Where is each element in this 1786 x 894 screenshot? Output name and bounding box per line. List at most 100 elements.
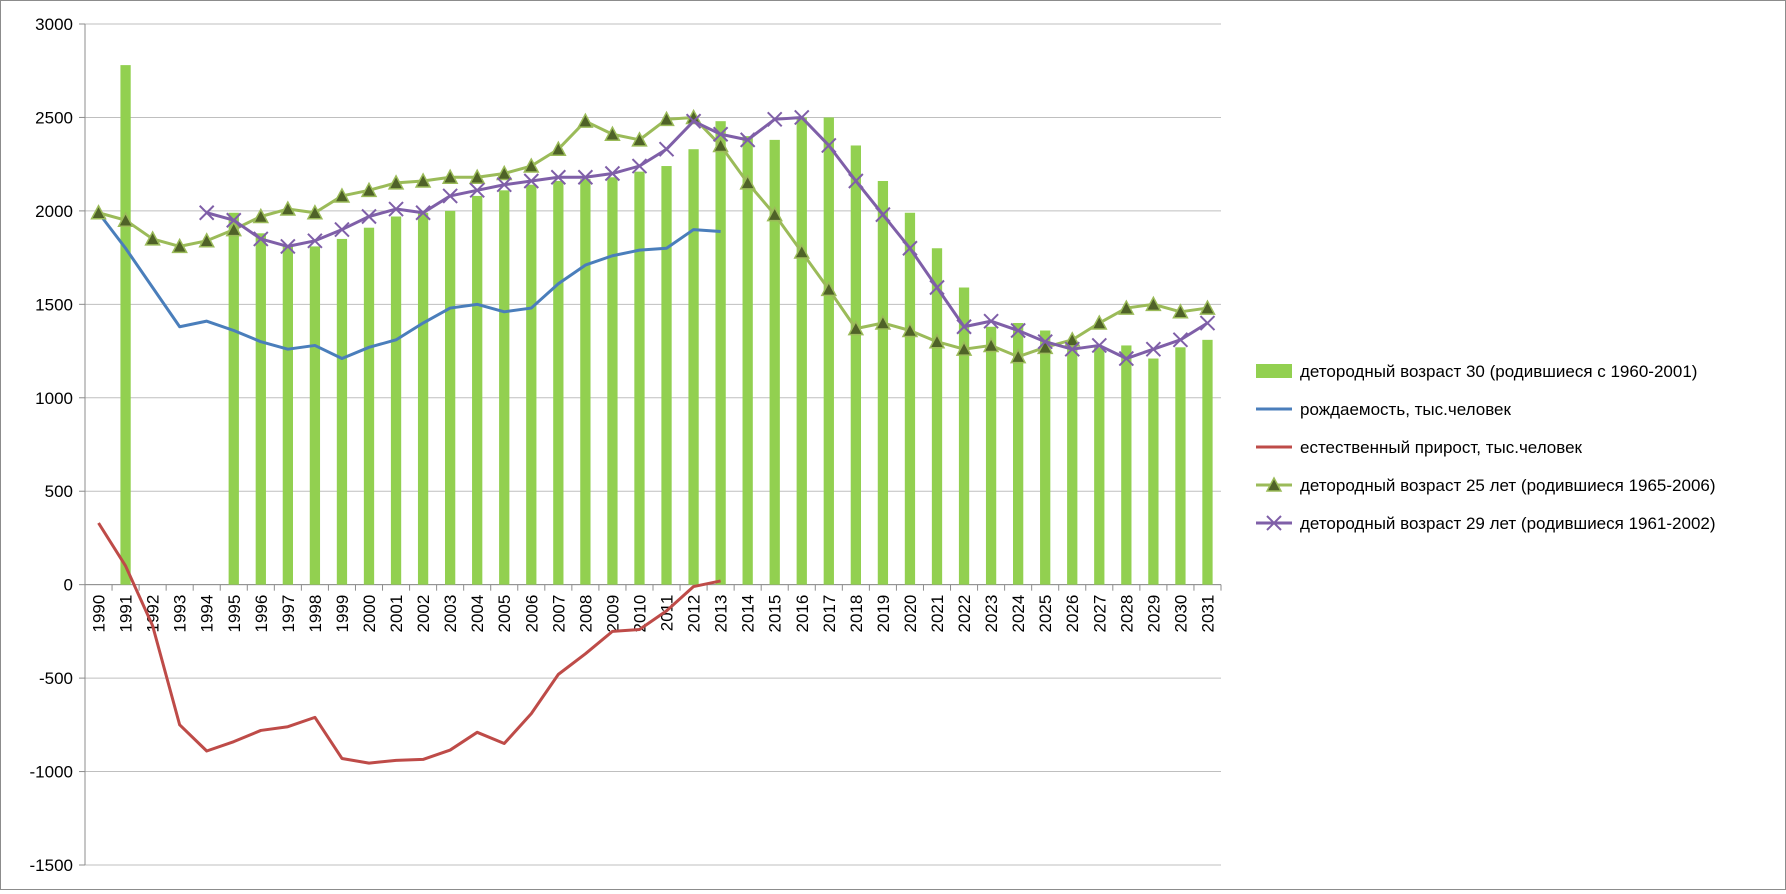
x-tick-label: 2009 bbox=[603, 595, 622, 633]
line-detorodny-29 bbox=[206, 115, 1209, 361]
x-tick-label: 2016 bbox=[793, 595, 812, 633]
bar-detorodny-30 bbox=[742, 136, 753, 585]
bar-detorodny-30 bbox=[120, 65, 131, 585]
marker-x bbox=[226, 212, 242, 228]
y-tick-label: 500 bbox=[45, 482, 73, 501]
x-tick-label: 2026 bbox=[1063, 595, 1082, 633]
legend-label: детородный возраст 25 лет (родившиеся 19… bbox=[1300, 476, 1716, 495]
bar-detorodny-30 bbox=[796, 117, 807, 585]
marker-triangle bbox=[928, 333, 946, 349]
line-estestvenny-prirost bbox=[97, 522, 721, 765]
bar-detorodny-30 bbox=[688, 149, 699, 585]
x-tick-label: 2021 bbox=[928, 595, 947, 633]
marker-triangle bbox=[982, 336, 1000, 353]
x-tick-label: 2029 bbox=[1144, 595, 1163, 633]
marker-triangle bbox=[198, 232, 215, 248]
x-tick-label: 2024 bbox=[1009, 595, 1028, 633]
x-tick-label: 2006 bbox=[522, 595, 541, 633]
x-tick-label: 2010 bbox=[630, 595, 649, 633]
x-tick-label: 2020 bbox=[901, 595, 920, 633]
marker-x bbox=[1118, 350, 1135, 367]
x-tick-label: 2008 bbox=[576, 595, 595, 633]
y-tick-label: 2000 bbox=[35, 202, 73, 221]
bar-detorodny-30 bbox=[958, 287, 970, 585]
marker-triangle bbox=[766, 206, 783, 222]
bar-detorodny-30 bbox=[823, 117, 834, 585]
marker-triangle bbox=[1145, 295, 1162, 312]
marker-triangle bbox=[523, 157, 540, 173]
marker-x bbox=[983, 313, 999, 329]
marker-triangle bbox=[793, 243, 811, 259]
marker-triangle bbox=[171, 237, 188, 254]
bar-detorodny-30 bbox=[607, 177, 618, 585]
marker-x bbox=[388, 201, 404, 217]
x-tick-label: 2017 bbox=[820, 595, 839, 633]
marker-x bbox=[848, 173, 864, 189]
x-tick-label: 2023 bbox=[982, 595, 1001, 633]
marker-x bbox=[577, 169, 594, 185]
x-tick-label: 1993 bbox=[171, 595, 190, 633]
marker-triangle bbox=[1199, 299, 1216, 315]
marker-triangle bbox=[577, 112, 594, 128]
legend: детородный возраст 30 (родившиеся с 1960… bbox=[1256, 362, 1716, 533]
marker-x bbox=[199, 205, 215, 221]
x-tick-label: 2012 bbox=[685, 595, 704, 633]
x-tick-label: 1992 bbox=[144, 595, 163, 633]
bar-detorodny-30 bbox=[850, 145, 861, 585]
legend-label: детородный возраст 30 (родившиеся с 1960… bbox=[1300, 362, 1697, 381]
y-tick-label: 3000 bbox=[35, 15, 73, 34]
bar-detorodny-30 bbox=[1094, 347, 1105, 585]
marker-x bbox=[658, 141, 675, 157]
bar-detorodny-30 bbox=[255, 233, 266, 585]
x-tick-label: 1998 bbox=[306, 595, 325, 633]
marker-triangle bbox=[252, 207, 270, 224]
marker-triangle bbox=[387, 174, 405, 190]
marker-triangle bbox=[279, 200, 297, 216]
marker-x bbox=[1064, 341, 1080, 357]
marker-triangle bbox=[1118, 299, 1135, 315]
gridlines bbox=[85, 23, 1221, 866]
legend-label: естественный прирост, тыс.человек bbox=[1300, 438, 1583, 457]
bar-detorodny-30 bbox=[390, 216, 402, 585]
marker-triangle bbox=[604, 125, 621, 142]
marker-x bbox=[821, 137, 837, 154]
x-tick-label: 1996 bbox=[252, 595, 271, 633]
marker-x bbox=[415, 205, 431, 221]
marker-x bbox=[604, 165, 621, 182]
x-tick-label: 2019 bbox=[874, 595, 893, 633]
marker-triangle bbox=[225, 220, 243, 237]
marker-triangle bbox=[658, 110, 675, 127]
bar-detorodny-30 bbox=[526, 184, 537, 585]
bar-detorodny-30 bbox=[985, 326, 997, 585]
legend-marker-triangle bbox=[1265, 476, 1283, 492]
y-tick-label: -1500 bbox=[30, 856, 73, 875]
bar-detorodny-30 bbox=[228, 212, 239, 585]
axes: -1500 -1000 -500 0 500 1000 1500 2000 2500 3000 19… bbox=[30, 15, 1222, 875]
marker-x bbox=[929, 279, 945, 296]
marker-triangle bbox=[820, 280, 838, 297]
marker-triangle bbox=[144, 230, 161, 246]
bar-detorodny-30 bbox=[634, 171, 645, 585]
x-tick-label: 2028 bbox=[1117, 595, 1136, 633]
y-tick-label: -1000 bbox=[30, 763, 73, 782]
legend-label: рождаемость, тыс.человек bbox=[1300, 400, 1511, 419]
marker-x bbox=[1172, 332, 1189, 348]
line-rozhdaemost bbox=[97, 211, 721, 361]
x-tick-label: 2002 bbox=[414, 595, 433, 633]
marker-triangle bbox=[874, 314, 892, 330]
bar-detorodny-30 bbox=[472, 195, 483, 585]
marker-x bbox=[1010, 322, 1026, 339]
bar-detorodny-30 bbox=[580, 179, 591, 585]
y-tick-label: 1000 bbox=[35, 389, 73, 408]
bar-detorodny-30 bbox=[661, 166, 672, 585]
marker-x bbox=[875, 206, 891, 223]
marker-x bbox=[794, 109, 810, 126]
marker-x bbox=[307, 233, 323, 249]
marker-x bbox=[1145, 341, 1162, 357]
bar-detorodny-30 bbox=[1013, 323, 1024, 585]
bar-detorodny-30 bbox=[931, 248, 943, 585]
bar-detorodny-30 bbox=[363, 227, 375, 585]
x-tick-label: 2031 bbox=[1198, 595, 1217, 633]
marker-triangle bbox=[441, 168, 459, 184]
bar-detorodny-30 bbox=[1148, 358, 1159, 585]
